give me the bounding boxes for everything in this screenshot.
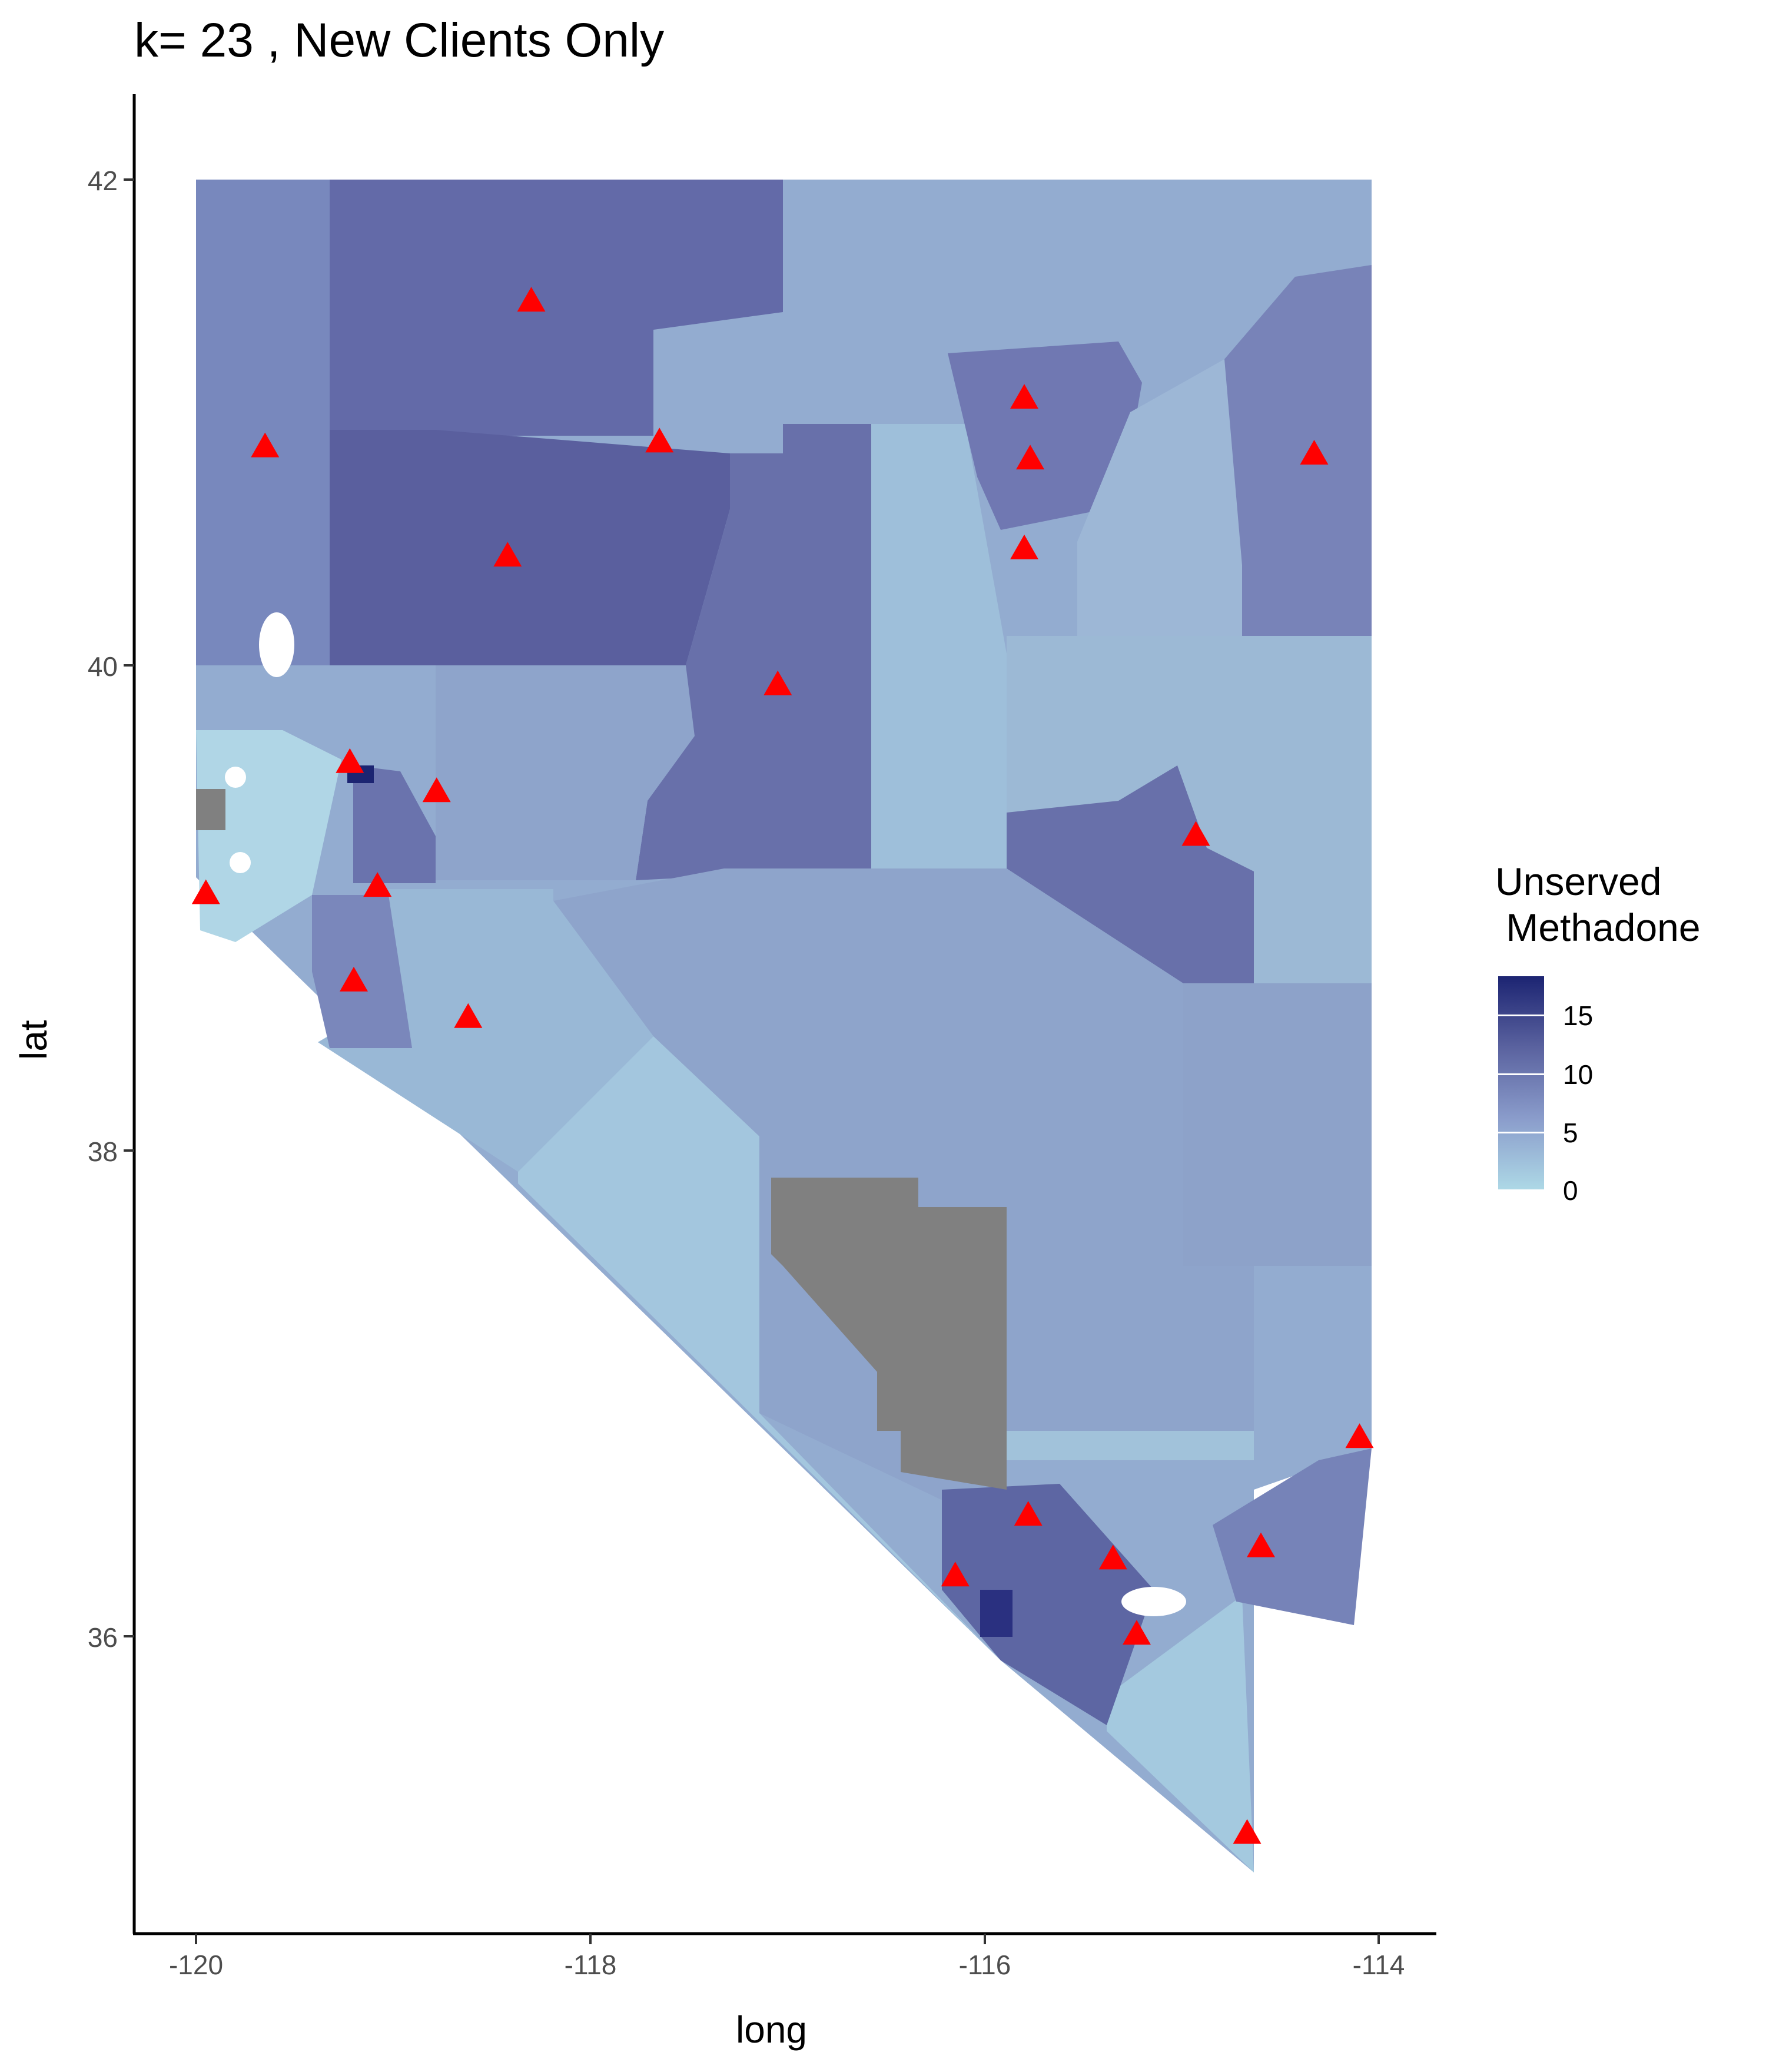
region-elko-inner: [1077, 359, 1242, 636]
region-na-small: [196, 789, 225, 830]
region-eureka: [871, 424, 1007, 868]
site-marker-triangle: [493, 542, 522, 567]
x-axis-ticks: [195, 1934, 1380, 1944]
x-tick-label: -120: [168, 1950, 224, 1980]
site-marker-triangle: [1345, 1423, 1374, 1448]
chart-title: k= 23 , New Clients Only: [134, 14, 665, 67]
region-nye: [553, 868, 1372, 1531]
region-elko-east: [1224, 265, 1372, 636]
legend-title: Unserved Methadone: [1495, 860, 1701, 949]
region-clark: [1007, 1431, 1254, 1460]
x-tick-label: -114: [1352, 1950, 1405, 1980]
legend-tick-label: 0: [1563, 1175, 1578, 1206]
region-esmeralda: [518, 1036, 1001, 1660]
lake-mead: [1121, 1587, 1186, 1616]
site-marker-triangle: [340, 966, 368, 992]
site-marker-triangle: [517, 287, 546, 312]
site-marker-triangle: [645, 427, 674, 453]
lake-small-1: [230, 852, 251, 873]
region-lyon: [312, 895, 412, 1048]
legend-tick-label: 10: [1563, 1059, 1594, 1090]
site-marker-triangle: [941, 1562, 970, 1587]
lake-tahoe: [259, 612, 294, 677]
site-marker-triangle: [1016, 445, 1045, 470]
site-marker-triangle: [1181, 821, 1210, 846]
site-marker-triangle: [1233, 1819, 1262, 1844]
region-churchill: [436, 665, 695, 880]
site-marker-triangle: [454, 1003, 483, 1028]
site-marker-triangle: [1010, 534, 1038, 559]
site-marker-triangle: [363, 872, 392, 897]
site-marker-triangle: [1014, 1501, 1043, 1526]
region-na: [771, 1178, 1007, 1490]
x-tick-label: -116: [958, 1950, 1011, 1980]
legend-tick-label: 5: [1563, 1118, 1578, 1148]
site-marker-triangle: [1300, 440, 1329, 465]
site-marker-triangle: [191, 879, 220, 904]
region-humboldt: [330, 180, 783, 436]
region-east-clark: [1213, 1448, 1372, 1625]
legend-tick-label: 15: [1563, 1000, 1594, 1031]
site-marker-triangle: [251, 432, 280, 458]
region-white-pine-dark: [1007, 765, 1254, 983]
lake-small-2: [225, 767, 246, 788]
y-tick-label: 40: [87, 651, 118, 682]
legend-tick-mark: [1498, 1015, 1544, 1016]
region-elko-north: [948, 342, 1142, 530]
x-axis-label: long: [736, 2008, 807, 2051]
region-vegas-darkest: [980, 1590, 1013, 1637]
site-markers: [191, 287, 1374, 1844]
site-marker-triangle: [764, 670, 792, 695]
site-marker-triangle: [1122, 1620, 1151, 1645]
legend-tick-mark: [1498, 1073, 1544, 1075]
y-axis-ticks: [124, 178, 134, 1637]
region-mineral: [318, 889, 653, 1172]
x-tick-label: -118: [564, 1950, 617, 1980]
region-carson: [353, 765, 436, 883]
y-tick-label: 42: [87, 165, 118, 196]
region-nw-strip: [196, 180, 330, 665]
region-vegas-dark: [942, 1484, 1154, 1725]
region-vegas: [1107, 1596, 1254, 1872]
site-marker-triangle: [1010, 384, 1038, 409]
region-pershing: [330, 430, 730, 665]
site-marker-triangle: [1247, 1532, 1275, 1557]
site-marker-triangle: [336, 748, 364, 773]
y-axis-label: lat: [12, 1020, 55, 1060]
site-marker-triangle: [1098, 1544, 1127, 1570]
county-regions: [196, 180, 1372, 1872]
y-tick-label: 36: [87, 1622, 118, 1653]
region-lander: [636, 424, 871, 880]
legend-tick-mark: [1498, 1189, 1544, 1191]
region-lincoln: [1183, 983, 1372, 1266]
legend-colorbar: [1498, 976, 1544, 1189]
y-tick-label: 38: [87, 1136, 118, 1167]
legend-tick-mark: [1498, 1132, 1544, 1133]
site-marker-triangle: [422, 777, 451, 803]
